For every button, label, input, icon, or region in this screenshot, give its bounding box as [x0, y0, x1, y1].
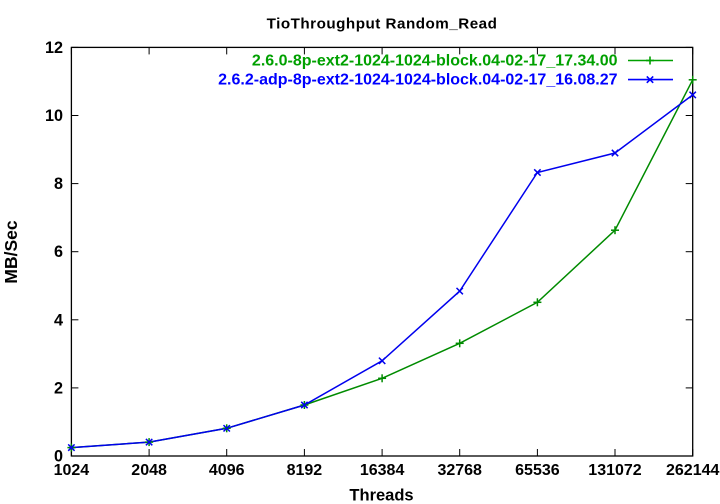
- svg-text:2.6.2-adp-8p-ext2-1024-1024-bl: 2.6.2-adp-8p-ext2-1024-1024-block.04-02-…: [218, 71, 617, 88]
- svg-text:8192: 8192: [287, 462, 323, 479]
- svg-text:1024: 1024: [54, 462, 90, 479]
- svg-text:32768: 32768: [437, 462, 482, 479]
- svg-text:262144: 262144: [666, 462, 719, 479]
- svg-text:2048: 2048: [131, 462, 167, 479]
- svg-text:8: 8: [54, 175, 63, 193]
- svg-text:131072: 131072: [588, 462, 641, 479]
- svg-text:4096: 4096: [209, 462, 245, 479]
- svg-text:2.6.0-8p-ext2-1024-1024-block.: 2.6.0-8p-ext2-1024-1024-block.04-02-17_1…: [252, 52, 618, 69]
- svg-text:6: 6: [54, 243, 63, 261]
- svg-text:4: 4: [54, 311, 63, 329]
- svg-text:10: 10: [45, 107, 63, 125]
- svg-text:Threads: Threads: [349, 487, 413, 504]
- svg-text:2: 2: [54, 379, 63, 397]
- svg-text:16384: 16384: [360, 462, 405, 479]
- svg-text:65536: 65536: [515, 462, 560, 479]
- svg-text:TioThroughput Random_Read: TioThroughput Random_Read: [267, 15, 498, 32]
- svg-text:MB/Sec: MB/Sec: [1, 220, 21, 283]
- svg-text:12: 12: [45, 39, 63, 57]
